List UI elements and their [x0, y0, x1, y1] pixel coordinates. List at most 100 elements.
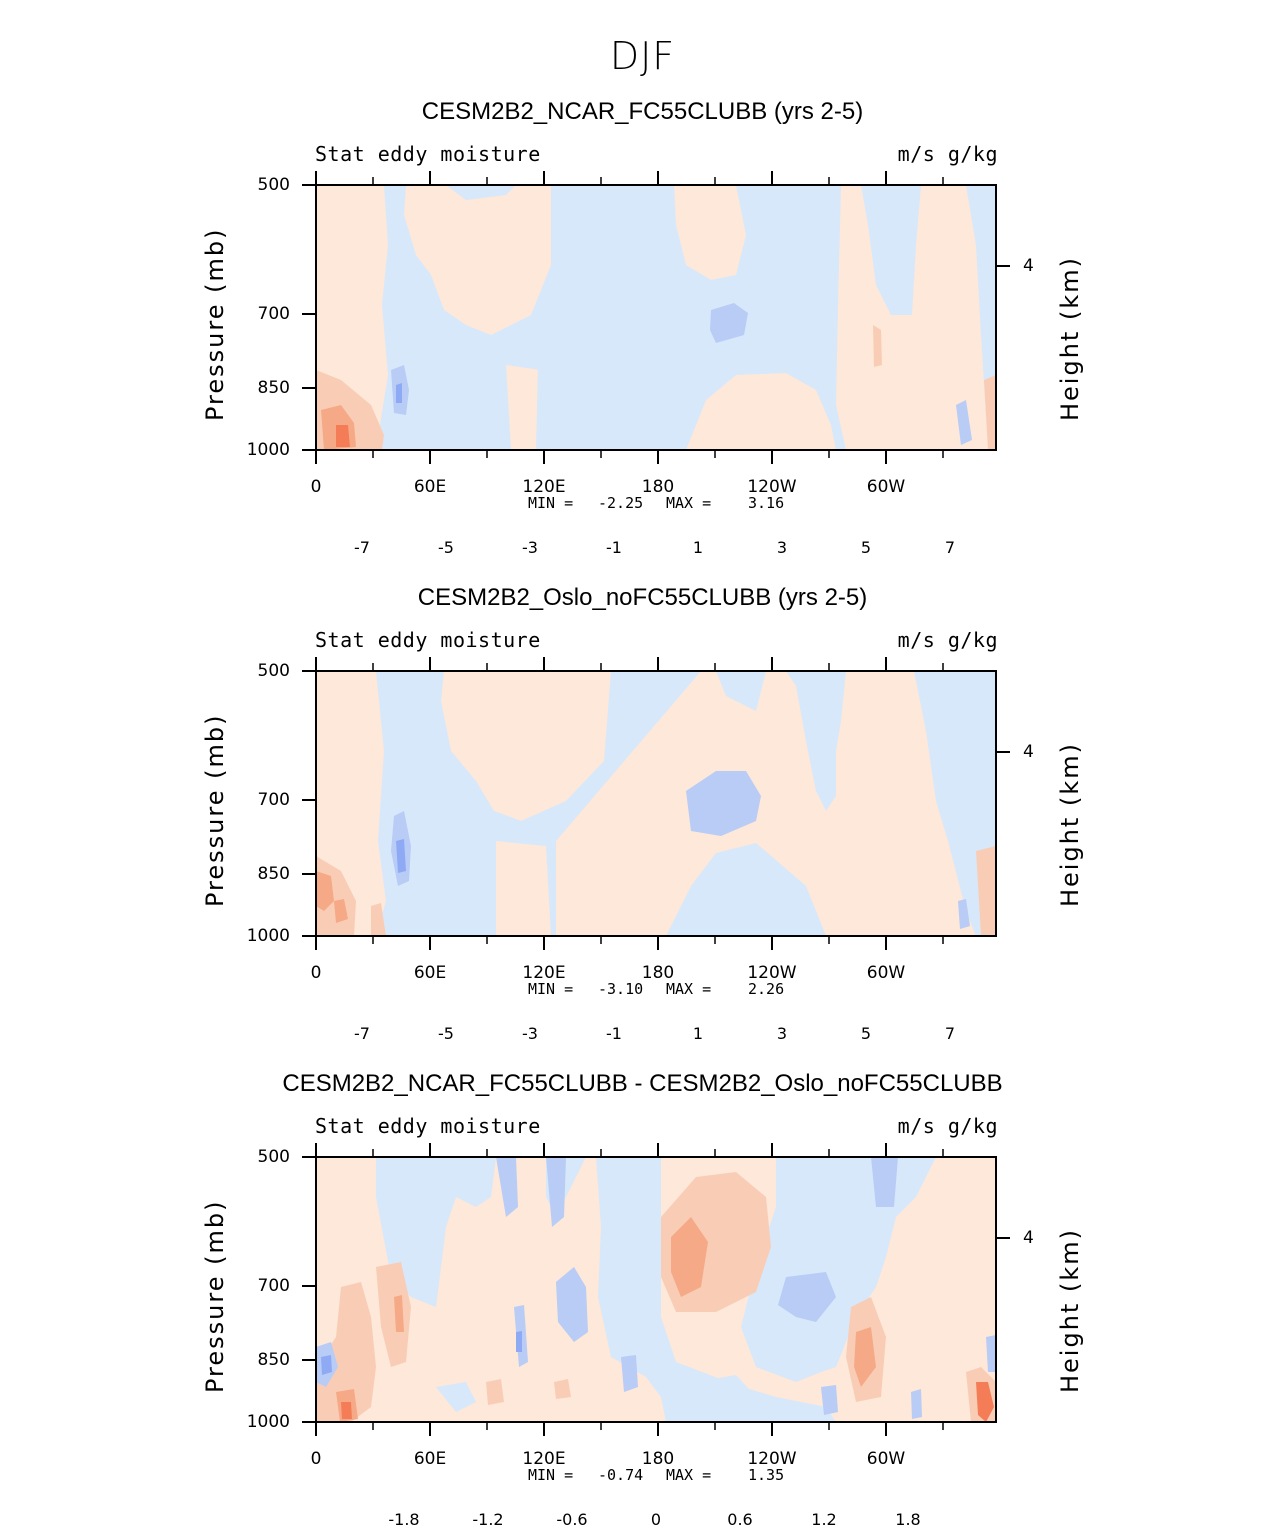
y-tick-label: 1000	[246, 1412, 290, 1432]
max-value: 3.16	[748, 494, 785, 512]
colorbar-tick-label: -7	[354, 538, 370, 557]
colorbar-tick-label: -1.8	[388, 1510, 420, 1529]
contour-group	[316, 185, 996, 450]
colorbar-tick-label: -1.2	[472, 1510, 504, 1529]
contour-region	[911, 1389, 922, 1419]
x-tick-label: 60W	[866, 477, 906, 497]
contour-region	[371, 903, 386, 936]
max-value: 1.35	[748, 1466, 785, 1484]
colorbar-tick-label: 0	[650, 1510, 662, 1529]
x-tick-label: 0	[310, 477, 322, 497]
contour-region	[394, 1295, 404, 1332]
colorbar-tick-label: 7	[944, 1024, 956, 1043]
min-value: -3.10	[598, 980, 644, 998]
units-label: m/s g/kg	[897, 1114, 998, 1138]
contour-group	[316, 1157, 996, 1422]
x-tick-label: 180	[641, 1449, 675, 1469]
panel-title: CESM2B2_NCAR_FC55CLUBB (yrs 2-5)	[421, 98, 864, 125]
contour-region	[536, 365, 548, 450]
contour-region	[696, 1375, 756, 1412]
colorbar-tick-label: 3	[776, 538, 788, 557]
contour-region	[496, 1157, 518, 1217]
contour-region	[871, 1157, 898, 1207]
variable-label: Stat eddy moisture	[315, 628, 541, 652]
colorbar-tick-label: 1	[692, 538, 704, 557]
colorbar-tick-label: 0.6	[727, 1510, 753, 1529]
x-tick-label: 0	[310, 1449, 322, 1469]
height-tick-label: 4	[1023, 256, 1034, 276]
contour-region	[674, 185, 746, 280]
plot-area	[302, 171, 1010, 464]
colorbar-tick-label: 1	[692, 1024, 704, 1043]
min-value: -0.74	[598, 1466, 644, 1484]
contour-region	[854, 1327, 876, 1387]
contour-region	[321, 1355, 332, 1375]
contour-region	[554, 1379, 571, 1399]
variable-label: Stat eddy moisture	[315, 142, 541, 166]
panel-title: CESM2B2_NCAR_FC55CLUBB - CESM2B2_Oslo_no…	[282, 1070, 1003, 1097]
y-axis-label-right: Height (km)	[1056, 742, 1084, 907]
plot-area	[302, 657, 1010, 950]
colorbar-tick-label: 5	[860, 538, 872, 557]
contour-region	[710, 303, 748, 343]
max-label: MAX =	[666, 494, 712, 512]
contour-region	[984, 375, 996, 450]
contour-region	[506, 365, 541, 450]
x-tick-label: 120W	[747, 1449, 797, 1469]
x-tick-label: 120E	[522, 963, 566, 983]
panel-difference: CESM2B2_NCAR_FC55CLUBB - CESM2B2_Oslo_no…	[0, 972, 1285, 1529]
variable-label: Stat eddy moisture	[315, 1114, 541, 1138]
contour-region	[556, 671, 976, 936]
contour-region	[496, 841, 551, 936]
contour-region	[986, 1335, 996, 1372]
contour-region	[778, 1272, 836, 1322]
max-value: 2.26	[748, 980, 785, 998]
y-axis-label: Pressure (mb)	[201, 713, 229, 907]
contour-region	[873, 325, 882, 367]
x-tick-label: 180	[641, 477, 675, 497]
colorbar-tick-label: 7	[944, 538, 956, 557]
colorbar-tick-label: -3	[522, 538, 538, 557]
y-tick-label: 500	[257, 175, 290, 195]
units-label: m/s g/kg	[897, 628, 998, 652]
plot-area	[302, 1143, 1010, 1436]
y-tick-label: 1000	[246, 440, 290, 460]
contour-region	[686, 373, 836, 450]
y-tick-label: 700	[257, 304, 290, 324]
y-tick-label: 700	[257, 1276, 290, 1296]
colorbar-tick-label: -3	[522, 1024, 538, 1043]
y-tick-label: 850	[257, 378, 290, 398]
min-value: -2.25	[598, 494, 644, 512]
x-tick-label: 120E	[522, 477, 566, 497]
y-axis-label: Pressure (mb)	[201, 1199, 229, 1393]
colorbar-tick-label: -1	[606, 538, 622, 557]
min-label: MIN =	[528, 980, 574, 998]
y-tick-label: 850	[257, 864, 290, 884]
colorbar-tick-label: -5	[438, 538, 454, 557]
contour-region	[836, 185, 996, 450]
max-label: MAX =	[666, 1466, 712, 1484]
y-tick-label: 500	[257, 661, 290, 681]
height-tick-label: 4	[1023, 1228, 1034, 1248]
x-tick-label: 60W	[866, 963, 906, 983]
contour-group	[316, 671, 996, 936]
contour-region	[334, 899, 348, 923]
x-tick-label: 120W	[747, 477, 797, 497]
contour-region	[396, 839, 406, 873]
x-tick-label: 60E	[413, 963, 447, 983]
contour-region	[341, 1402, 352, 1419]
contour-region	[956, 400, 972, 445]
plot-frame	[315, 184, 997, 451]
contour-region	[336, 425, 350, 447]
y-axis-label: Pressure (mb)	[201, 227, 229, 421]
x-tick-label: 60W	[866, 1449, 906, 1469]
colorbar-tick-label: 5	[860, 1024, 872, 1043]
colorbar-tick-label: -0.6	[556, 1510, 588, 1529]
colorbar-tick-label: 1.8	[895, 1510, 921, 1529]
contour-region	[686, 771, 761, 836]
contour-region	[976, 1382, 994, 1422]
y-tick-label: 700	[257, 790, 290, 810]
panel-oslo: CESM2B2_Oslo_noFC55CLUBB (yrs 2-5) Stat …	[0, 486, 1285, 1043]
height-tick-label: 4	[1023, 742, 1034, 762]
